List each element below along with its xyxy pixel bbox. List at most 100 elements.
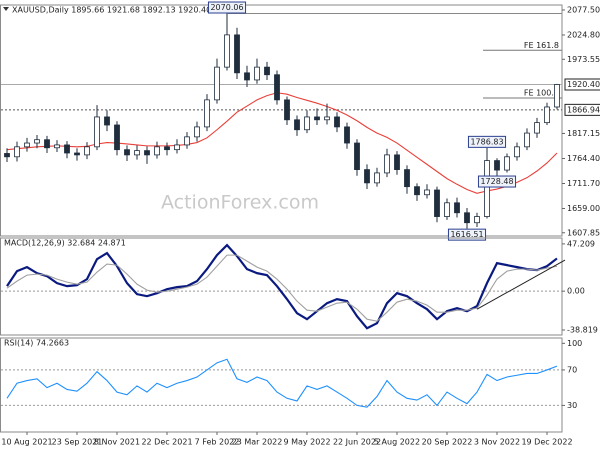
candle-body bbox=[474, 216, 480, 224]
candle-body bbox=[84, 146, 90, 156]
candle-body bbox=[284, 99, 290, 121]
watermark: ActionForex.com bbox=[161, 192, 319, 214]
candle-body bbox=[244, 72, 250, 81]
x-tick-label: 8 Nov 2021 bbox=[94, 438, 140, 447]
candle-body bbox=[404, 169, 410, 188]
candle-body bbox=[74, 152, 80, 156]
candle-body bbox=[264, 66, 270, 76]
x-tick-label: 5 Aug 2022 bbox=[374, 438, 420, 447]
candle-body bbox=[414, 186, 420, 196]
candle-body bbox=[394, 154, 400, 170]
panel-frame bbox=[0, 4, 563, 237]
candle-body bbox=[434, 189, 440, 217]
candle-body bbox=[314, 116, 320, 121]
y-tick-label: 70 bbox=[567, 365, 577, 374]
y-tick-label: 1973.55 bbox=[567, 55, 600, 64]
symbol-icon bbox=[3, 7, 9, 11]
candle-body bbox=[4, 153, 10, 158]
y-tick-label: 1817.15 bbox=[567, 129, 600, 138]
candle-body bbox=[174, 144, 180, 151]
x-tick-label: 23 Sep 2021 bbox=[52, 438, 103, 447]
y-tick-label: 30 bbox=[567, 401, 577, 410]
last-price-label: 1920.40 bbox=[567, 80, 600, 89]
indicator-line bbox=[6, 254, 558, 322]
candle-body bbox=[144, 150, 150, 156]
y-tick-label: 1711.70 bbox=[567, 179, 600, 188]
x-tick-label: 22 Jun 2022 bbox=[333, 438, 381, 447]
candle-body bbox=[524, 132, 530, 148]
trendline bbox=[476, 259, 566, 310]
x-tick-label: 7 Feb 2022 bbox=[195, 438, 240, 447]
candle-body bbox=[14, 146, 20, 158]
last-price-label-box bbox=[564, 78, 600, 91]
panel-frame bbox=[0, 337, 563, 433]
panel-title: RSI(14) 74.2663 bbox=[4, 339, 69, 348]
x-tick-label: 22 Dec 2021 bbox=[141, 438, 192, 447]
fe-label: FE 100.0 bbox=[524, 88, 559, 97]
candle-body bbox=[124, 149, 130, 156]
candle-body bbox=[224, 34, 230, 68]
candle-body bbox=[44, 139, 50, 149]
y-tick-label: 2077.50 bbox=[567, 5, 600, 14]
candle-body bbox=[374, 172, 380, 184]
candle-body bbox=[64, 144, 70, 154]
indicator-line bbox=[6, 358, 558, 408]
candle-body bbox=[554, 84, 560, 108]
candle-body bbox=[444, 202, 450, 217]
pivot-label: 1616.51 bbox=[450, 230, 483, 239]
candle-body bbox=[134, 150, 140, 156]
x-tick-label: 9 May 2022 bbox=[283, 438, 330, 447]
candle-body bbox=[34, 139, 40, 144]
candle-body bbox=[324, 116, 330, 121]
pivot-label-box bbox=[467, 135, 507, 148]
candle-body bbox=[364, 169, 370, 184]
candle-body bbox=[294, 119, 300, 131]
candle-body bbox=[384, 154, 390, 174]
level-label-box bbox=[564, 103, 600, 116]
candle-body bbox=[304, 116, 310, 131]
panel-title: MACD(12,26,9) 32.684 24.871 bbox=[4, 239, 126, 248]
candle-body bbox=[24, 142, 30, 148]
pivot-label: 2070.06 bbox=[210, 3, 243, 12]
pivot-label: 1728.48 bbox=[480, 177, 513, 186]
candle-body bbox=[194, 126, 200, 138]
x-tick-label: 23 Mar 2022 bbox=[232, 438, 283, 447]
candle-body bbox=[454, 202, 460, 214]
candle-body bbox=[504, 156, 510, 171]
candle-body bbox=[104, 116, 110, 126]
x-tick-label: 19 Dec 2022 bbox=[521, 438, 572, 447]
candle-body bbox=[94, 116, 100, 148]
y-tick-label: 1764.40 bbox=[567, 154, 600, 163]
pivot-label-box bbox=[477, 175, 517, 188]
y-tick-label: 2024.80 bbox=[567, 30, 600, 39]
panel-title: XAUUSD,Daily 1895.66 1921.68 1892.13 192… bbox=[12, 6, 211, 15]
candle-body bbox=[464, 212, 470, 224]
candle-body bbox=[204, 99, 210, 128]
x-tick-label: 20 Sep 2022 bbox=[422, 438, 473, 447]
candle-body bbox=[334, 116, 340, 128]
y-tick-label: -38.819 bbox=[567, 326, 598, 335]
y-tick-label: 1607.85 bbox=[567, 228, 600, 237]
candle-body bbox=[54, 144, 60, 149]
candle-body bbox=[274, 74, 280, 101]
candle-body bbox=[154, 146, 160, 156]
candle-body bbox=[354, 142, 360, 170]
candle-body bbox=[494, 160, 500, 171]
candle-body bbox=[514, 146, 520, 158]
candle-body bbox=[234, 34, 240, 74]
fe-label: FE 161.8 bbox=[524, 41, 559, 50]
candle-body bbox=[424, 189, 430, 196]
pivot-label-box bbox=[207, 1, 247, 14]
panel-frame bbox=[0, 237, 563, 336]
candle-body bbox=[254, 66, 260, 81]
candle-body bbox=[164, 146, 170, 151]
candle-body bbox=[184, 136, 190, 146]
candle-body bbox=[114, 124, 120, 151]
pivot-label: 1786.83 bbox=[470, 137, 503, 146]
candle-body bbox=[544, 106, 550, 124]
y-tick-label: 100 bbox=[567, 339, 582, 348]
y-tick-label: 1659.00 bbox=[567, 204, 600, 213]
pivot-label-box bbox=[447, 228, 487, 241]
candle-body bbox=[484, 160, 490, 217]
